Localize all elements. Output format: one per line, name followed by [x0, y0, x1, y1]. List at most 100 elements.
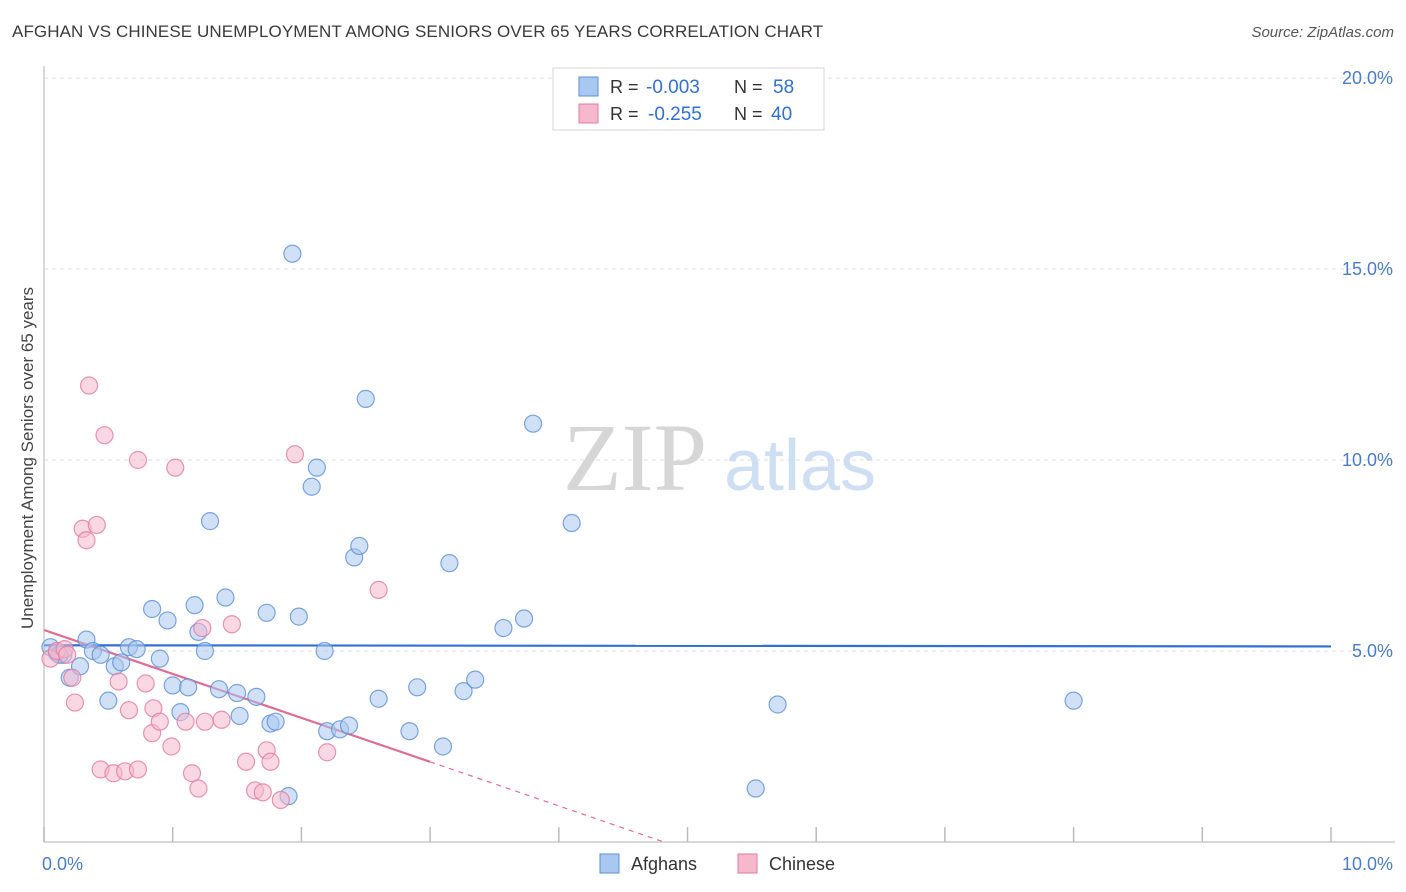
afghans-point — [1064, 691, 1083, 710]
afghans-point — [247, 687, 266, 706]
chinese-point — [87, 515, 106, 535]
afghans-point — [99, 691, 118, 710]
legend-n-label-afghans: N = — [734, 77, 763, 97]
chinese-point — [189, 779, 208, 798]
afghans-point — [523, 414, 543, 433]
afghans-point — [408, 678, 427, 697]
afghans-point — [433, 737, 453, 756]
afghans-point — [179, 678, 198, 697]
legend-n-label-chinese: N = — [734, 104, 763, 124]
afghans-point — [150, 649, 169, 668]
axes — [43, 66, 1395, 843]
data-points — [41, 244, 1083, 810]
chart-title: AFGHAN VS CHINESE UNEMPLOYMENT AMONG SEN… — [12, 22, 824, 41]
afghans-point — [283, 244, 302, 263]
legend-top: R = -0.003 N = 58 R = -0.255 N = 40 — [552, 67, 825, 131]
chinese-point — [176, 712, 195, 731]
x-tick-label: 10.0% — [1342, 854, 1393, 874]
afghans-point — [302, 477, 321, 496]
legend-bottom-label-chinese: Chinese — [769, 854, 835, 874]
afghans-point — [454, 682, 473, 701]
chinese-point — [58, 645, 77, 664]
afghans-point — [127, 639, 146, 659]
chinese-point — [271, 790, 290, 810]
chinese-point — [369, 580, 388, 599]
afghans-point — [91, 645, 110, 664]
chinese-point — [65, 693, 84, 712]
afghans-point — [185, 596, 204, 615]
chinese-point — [128, 450, 148, 470]
chinese-point — [128, 760, 148, 779]
legend-bottom-swatch-afghans — [599, 853, 620, 874]
chinese-point — [95, 426, 114, 445]
afghans-point — [466, 670, 485, 689]
chinese-point — [166, 458, 185, 477]
legend-bottom-swatch-chinese — [737, 853, 758, 874]
chinese-point — [182, 764, 202, 783]
afghans-point — [746, 779, 765, 798]
legend-r-value-chinese: -0.255 — [648, 104, 702, 125]
chinese-trend-extension — [429, 761, 662, 842]
chinese-point — [150, 712, 169, 731]
afghans-point — [369, 689, 388, 708]
afghans-point — [289, 607, 308, 626]
legend-n-value-afghans: 58 — [773, 77, 794, 98]
afghans-point — [562, 513, 581, 533]
chinese-point — [193, 618, 212, 638]
chinese-point — [136, 674, 155, 693]
tick-labels: 5.0% 10.0% 15.0% 20.0% 0.0% 10.0% — [42, 68, 1393, 874]
legend-r-label-chinese: R = — [610, 104, 639, 124]
afghans-point — [257, 603, 276, 622]
afghans-point — [200, 512, 220, 531]
gridlines — [44, 77, 1395, 652]
y-tick-label: 5.0% — [1352, 641, 1393, 661]
afghans-point — [143, 599, 162, 619]
y-tick-label: 15.0% — [1342, 259, 1393, 279]
afghans-point — [514, 609, 534, 628]
afghans-point — [227, 683, 247, 703]
x-tick-label: 0.0% — [42, 854, 83, 874]
afghans-point — [195, 641, 214, 661]
watermark-atlas: atlas — [724, 426, 876, 506]
legend-bottom: Afghans Chinese — [599, 853, 835, 874]
watermark-zip: ZIP — [563, 404, 707, 511]
chinese-point — [77, 531, 96, 550]
chinese-point — [63, 668, 82, 687]
chinese-point — [109, 672, 128, 691]
afghans-point — [768, 695, 787, 714]
chinese-point — [162, 737, 181, 756]
y-tick-label: 10.0% — [1342, 450, 1393, 470]
afghans-point — [266, 712, 285, 731]
legend-swatch-afghans — [578, 76, 599, 97]
afghans-point — [356, 389, 375, 408]
chinese-point — [253, 783, 272, 802]
chinese-point — [318, 743, 337, 762]
trend-lines — [43, 628, 1332, 842]
afghans-point — [307, 458, 326, 477]
afghans-point — [163, 676, 182, 695]
legend-r-value-afghans: -0.003 — [646, 77, 700, 98]
afghans-point — [230, 706, 249, 726]
afghans-point — [315, 641, 334, 661]
legend-swatch-chinese — [578, 103, 599, 124]
chinese-point — [285, 445, 305, 464]
afghans-trend-line — [43, 644, 1332, 648]
chinese-point — [195, 712, 214, 731]
afghans-point — [158, 611, 177, 630]
chinese-point — [119, 701, 139, 720]
y-tick-label: 20.0% — [1342, 68, 1393, 88]
afghans-point — [112, 653, 131, 672]
source-label: Source: ZipAtlas.com — [1251, 24, 1394, 41]
legend-bottom-label-afghans: Afghans — [631, 854, 697, 874]
chinese-point — [222, 615, 242, 634]
legend-n-value-chinese: 40 — [771, 104, 792, 125]
chinese-point — [79, 376, 99, 395]
afghans-point — [216, 588, 235, 607]
afghans-point — [339, 716, 359, 735]
afghans-point — [494, 618, 513, 638]
afghans-point — [350, 536, 369, 556]
afghans-point — [400, 722, 419, 741]
chinese-point — [261, 752, 280, 771]
chinese-point — [236, 752, 256, 771]
